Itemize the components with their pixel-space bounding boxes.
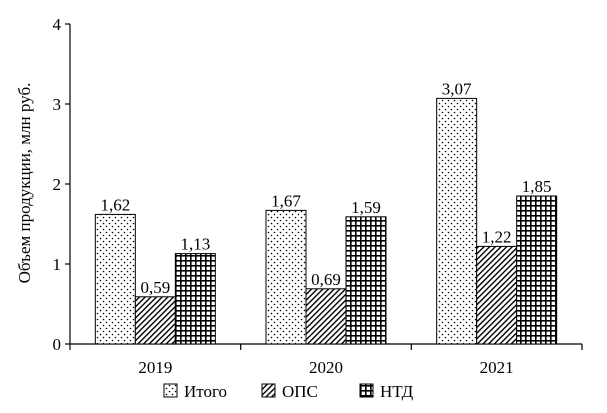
data-label: 1,67 (271, 191, 301, 210)
legend-label: НТД (380, 382, 414, 401)
data-label: 0,69 (311, 270, 341, 289)
legend-label: Итого (184, 382, 227, 401)
y-tick-label: 0 (53, 335, 62, 354)
bar-dots-2021 (436, 97, 478, 345)
bar-diagonal-2019 (134, 296, 176, 345)
legend: Итого ОПС НТД (163, 382, 414, 401)
x-tick-label: 2021 (480, 358, 514, 377)
bar-grid-2021 (516, 195, 558, 345)
data-label: 0,59 (140, 278, 170, 297)
data-labels: 1,62 0,59 1,13 1,67 0,69 1,59 3,07 1,22 1,85 (100, 79, 551, 296)
bar-diagonal-2021 (476, 245, 518, 345)
legend-label: ОПС (282, 382, 318, 401)
data-label: 1,85 (522, 177, 552, 196)
x-tick-label: 2020 (309, 358, 343, 377)
x-tick-label: 2019 (138, 358, 172, 377)
y-axis: 0 1 2 3 4 (53, 15, 71, 354)
legend-swatch-diagonal (261, 383, 276, 398)
bar-diagonal-2020 (305, 288, 347, 345)
bar-grid-2020 (345, 216, 387, 345)
data-label: 3,07 (442, 79, 472, 98)
data-label: 1,62 (100, 195, 130, 214)
y-tick-label: 1 (53, 255, 62, 274)
bar-dots-2020 (265, 209, 307, 345)
data-label: 1,13 (180, 235, 210, 254)
x-axis: 2019 2020 2021 (69, 343, 583, 377)
y-tick-label: 3 (53, 95, 62, 114)
bar-grid-2019 (174, 253, 216, 345)
data-label: 1,22 (482, 227, 512, 246)
y-tick-label: 2 (53, 175, 62, 194)
y-axis-title: Объем продукции, млн руб. (15, 83, 34, 284)
data-label: 1,59 (351, 198, 381, 217)
legend-swatch-grid (359, 383, 374, 398)
legend-swatch-dots (163, 383, 178, 398)
bar-dots-2019 (94, 213, 136, 345)
bars (94, 97, 558, 345)
y-tick-label: 4 (53, 15, 62, 34)
